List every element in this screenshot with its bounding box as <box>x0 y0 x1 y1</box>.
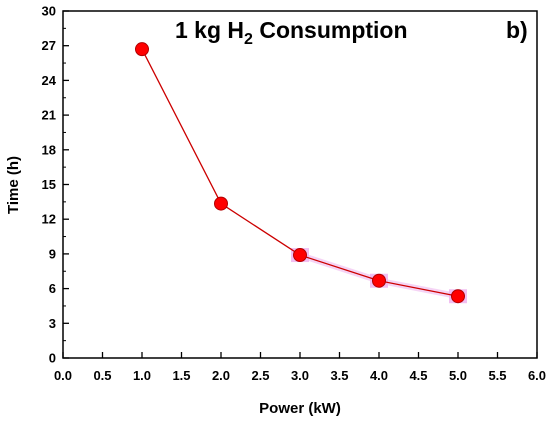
y-tick-label: 18 <box>42 142 56 157</box>
y-tick-label: 21 <box>42 108 56 123</box>
plot-area <box>62 10 538 359</box>
data-points <box>135 42 465 304</box>
y-tick-label: 30 <box>42 4 56 19</box>
data-point <box>135 42 149 57</box>
y-tick-label: 27 <box>42 38 56 53</box>
x-tick-label: 1.0 <box>133 368 151 383</box>
y-tick-label: 24 <box>42 73 57 88</box>
data-point <box>293 248 307 263</box>
x-tick-label: 4.5 <box>409 368 427 383</box>
x-tick-label: 4.0 <box>370 368 388 383</box>
x-tick-label: 0.5 <box>93 368 111 383</box>
x-tick-label: 2.0 <box>212 368 230 383</box>
chart-title-subscript: 2 <box>244 31 253 48</box>
y-tick-label: 6 <box>49 281 56 296</box>
x-tick-label: 5.5 <box>488 368 506 383</box>
x-axis-title: Power (kW) <box>259 400 341 417</box>
chart-title: 1 kg H2 Consumption <box>175 17 408 48</box>
y-axis-title: Time (h) <box>5 156 22 214</box>
x-tick-label: 3.0 <box>291 368 309 383</box>
data-point <box>214 196 228 211</box>
y-axis: 0 3 6 9 12 15 18 21 24 27 30 <box>42 4 69 366</box>
x-tick-label: 3.5 <box>330 368 348 383</box>
x-axis: 0.0 0.5 1.0 1.5 2.0 2.5 3.0 3.5 4.0 4.5 5.0 5.5 6.0 <box>54 352 546 383</box>
y-tick-label: 9 <box>49 246 56 261</box>
x-tick-label: 0.0 <box>54 368 72 383</box>
y-tick-label: 12 <box>42 212 56 227</box>
data-point <box>372 273 386 288</box>
x-tick-label: 1.5 <box>172 368 190 383</box>
data-point <box>451 289 465 304</box>
y-tick-label: 15 <box>42 177 56 192</box>
x-tick-label: 6.0 <box>528 368 546 383</box>
x-tick-label: 5.0 <box>449 368 467 383</box>
x-tick-label: 2.5 <box>251 368 269 383</box>
panel-label: b) <box>506 17 528 43</box>
y-tick-label: 0 <box>49 351 56 366</box>
y-tick-label: 3 <box>49 316 56 331</box>
chart-title-rest: Consumption <box>253 17 408 43</box>
